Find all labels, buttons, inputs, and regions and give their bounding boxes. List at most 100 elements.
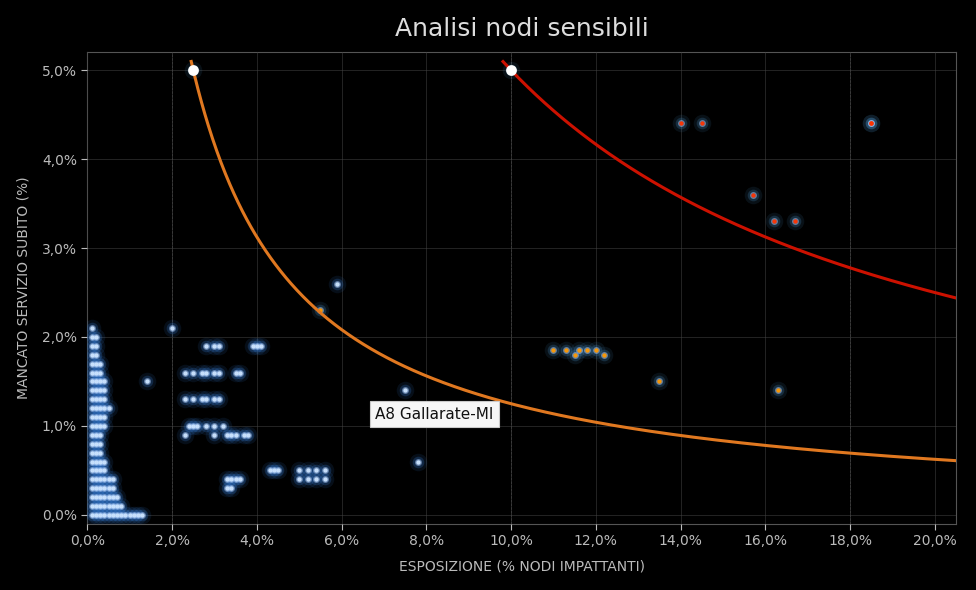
Point: [211, 368, 226, 377]
Point: [262, 466, 277, 475]
Point: [101, 510, 116, 520]
Point: [864, 119, 879, 128]
Point: [88, 377, 103, 386]
Point: [97, 395, 112, 404]
Point: [220, 483, 235, 493]
Point: [198, 341, 214, 350]
Point: [652, 377, 668, 386]
Point: [88, 493, 103, 502]
Point: [207, 430, 223, 440]
Point: [97, 510, 112, 520]
Point: [558, 346, 574, 355]
Point: [88, 359, 103, 368]
Point: [88, 404, 103, 413]
Point: [198, 395, 214, 404]
Point: [194, 395, 210, 404]
Point: [787, 217, 802, 226]
Point: [97, 457, 112, 466]
Point: [92, 368, 107, 377]
Point: [88, 448, 103, 457]
Point: [211, 341, 226, 350]
Point: [207, 421, 223, 431]
Point: [97, 377, 112, 386]
Point: [88, 377, 103, 386]
Point: [596, 350, 612, 359]
Point: [84, 377, 100, 386]
Point: [92, 430, 107, 440]
Point: [135, 510, 150, 520]
Point: [92, 439, 107, 448]
Point: [220, 430, 235, 440]
Point: [88, 439, 103, 448]
Point: [84, 474, 100, 484]
Point: [84, 466, 100, 475]
Point: [745, 190, 760, 199]
Point: [177, 395, 192, 404]
Point: [220, 430, 235, 440]
Point: [88, 474, 103, 484]
Point: [546, 346, 561, 355]
Point: [694, 119, 710, 128]
Point: [126, 510, 142, 520]
Point: [185, 368, 201, 377]
Point: [92, 377, 107, 386]
Point: [207, 341, 223, 350]
Point: [84, 404, 100, 413]
Point: [97, 483, 112, 493]
Point: [207, 430, 223, 440]
Point: [97, 395, 112, 404]
Point: [745, 190, 760, 199]
Point: [97, 493, 112, 502]
Point: [84, 377, 100, 386]
Point: [101, 493, 116, 502]
Point: [92, 448, 107, 457]
Point: [97, 457, 112, 466]
Point: [92, 457, 107, 466]
Point: [88, 510, 103, 520]
Point: [194, 395, 210, 404]
Point: [92, 359, 107, 368]
Point: [101, 404, 116, 413]
Point: [227, 430, 243, 440]
Point: [88, 430, 103, 440]
Point: [546, 346, 561, 355]
Point: [185, 395, 201, 404]
Point: [92, 377, 107, 386]
Point: [105, 493, 121, 502]
Point: [232, 474, 248, 484]
Point: [88, 483, 103, 493]
Point: [864, 119, 879, 128]
Point: [97, 510, 112, 520]
Point: [207, 421, 223, 431]
Point: [567, 350, 583, 359]
Point: [92, 474, 107, 484]
Point: [504, 65, 519, 75]
Point: [92, 510, 107, 520]
Point: [88, 510, 103, 520]
Point: [88, 332, 103, 342]
Point: [567, 350, 583, 359]
Point: [177, 430, 192, 440]
Point: [105, 510, 121, 520]
Point: [92, 412, 107, 422]
Point: [317, 474, 333, 484]
Point: [97, 493, 112, 502]
Point: [215, 421, 230, 431]
Point: [232, 474, 248, 484]
Point: [92, 386, 107, 395]
Point: [92, 466, 107, 475]
Point: [253, 341, 268, 350]
Point: [88, 510, 103, 520]
Point: [185, 65, 201, 75]
Point: [224, 483, 239, 493]
Point: [131, 510, 146, 520]
Point: [84, 332, 100, 342]
Point: [101, 502, 116, 511]
Point: [122, 510, 138, 520]
Point: [580, 346, 595, 355]
Point: [97, 404, 112, 413]
Point: [92, 439, 107, 448]
Point: [227, 368, 243, 377]
Point: [88, 448, 103, 457]
Point: [88, 332, 103, 342]
